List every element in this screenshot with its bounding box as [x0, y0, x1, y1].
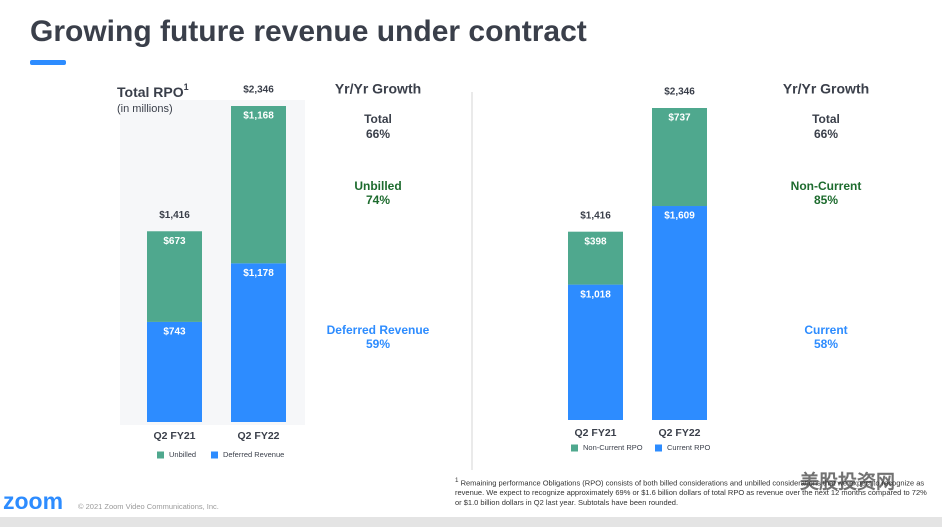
- growth-label: Current: [804, 323, 847, 337]
- value-label: $398: [584, 236, 607, 247]
- growth-label: Total: [812, 112, 840, 126]
- legend-swatch: [655, 444, 662, 452]
- bar-segment: [568, 231, 623, 285]
- copyright: © 2021 Zoom Video Communications, Inc.: [78, 502, 219, 511]
- chart-title-note: 1: [184, 82, 189, 92]
- bar-segment: [231, 263, 286, 422]
- legend-label: Non-Current RPO: [583, 443, 643, 452]
- value-label: $1,018: [580, 289, 611, 300]
- slide-title: Growing future revenue under contract: [30, 15, 587, 48]
- growth-label: Total: [364, 112, 392, 126]
- x-tick-label: Q2 FY22: [658, 427, 700, 439]
- chart-subtitle: (in millions): [117, 103, 173, 115]
- growth-title: Yr/Yr Growth: [783, 81, 869, 97]
- x-tick-label: Q2 FY21: [153, 430, 195, 442]
- title-underline: [30, 60, 66, 65]
- growth-title: Yr/Yr Growth: [335, 81, 421, 97]
- value-label: $737: [668, 113, 691, 124]
- bar-segment: [568, 284, 623, 420]
- total-label: $1,416: [580, 210, 611, 221]
- legend-label: Deferred Revenue: [223, 450, 284, 459]
- growth-value: 58%: [814, 337, 838, 351]
- value-label: $1,178: [243, 268, 274, 279]
- footnote-mark: 1: [455, 477, 459, 484]
- chart-title-text: Total RPO: [117, 84, 184, 100]
- growth-label: Unbilled: [354, 179, 401, 193]
- legend-swatch: [211, 451, 218, 459]
- legend-label: Unbilled: [169, 450, 196, 459]
- growth-value: 66%: [366, 127, 390, 141]
- bottom-strip: [0, 517, 942, 527]
- legend-label: Current RPO: [667, 443, 711, 452]
- x-tick-label: Q2 FY22: [237, 430, 279, 442]
- growth-value: 74%: [366, 193, 390, 207]
- legend-swatch: [571, 444, 578, 452]
- footnote: 1 Remaining performance Obligations (RPO…: [455, 476, 930, 507]
- growth-value: 66%: [814, 127, 838, 141]
- logo: zoom: [3, 488, 63, 514]
- bar-segment: [231, 106, 286, 264]
- footnote-text: Remaining performance Obligations (RPO) …: [455, 478, 927, 507]
- total-label: $2,346: [664, 87, 695, 98]
- bar-segment: [652, 108, 707, 207]
- total-label: $1,416: [159, 210, 190, 221]
- growth-value: 59%: [366, 337, 390, 351]
- x-tick-label: Q2 FY21: [574, 427, 616, 439]
- bar-segment: [147, 231, 202, 322]
- bar-segment: [147, 321, 202, 422]
- growth-value: 85%: [814, 193, 838, 207]
- growth-label: Non-Current: [791, 179, 862, 193]
- value-label: $743: [163, 327, 186, 338]
- value-label: $1,168: [243, 111, 274, 122]
- bar-segment: [652, 206, 707, 420]
- value-label: $1,609: [664, 211, 695, 222]
- chart-title: Total RPO1: [117, 82, 189, 99]
- growth-label: Deferred Revenue: [327, 323, 430, 337]
- legend-swatch: [157, 451, 164, 459]
- value-label: $673: [163, 236, 186, 247]
- watermark: 美股投资网: [800, 470, 895, 493]
- total-label: $2,346: [243, 85, 274, 96]
